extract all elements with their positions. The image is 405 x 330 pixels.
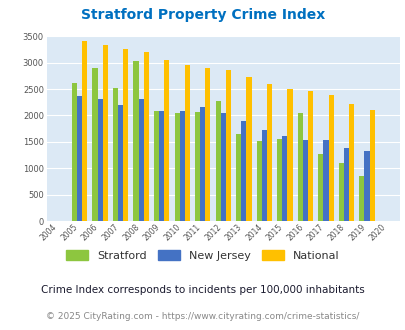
- Bar: [77, 96, 82, 221]
- Bar: [184, 65, 190, 221]
- Bar: [338, 163, 343, 221]
- Text: Stratford Property Crime Index: Stratford Property Crime Index: [81, 8, 324, 22]
- Bar: [215, 101, 220, 221]
- Legend: Stratford, New Jersey, National: Stratford, New Jersey, National: [63, 247, 342, 264]
- Bar: [348, 104, 353, 221]
- Bar: [328, 95, 333, 221]
- Bar: [174, 113, 179, 221]
- Bar: [194, 112, 200, 221]
- Bar: [246, 77, 251, 221]
- Bar: [225, 70, 230, 221]
- Bar: [153, 111, 159, 221]
- Bar: [297, 114, 302, 221]
- Bar: [369, 110, 374, 221]
- Bar: [323, 140, 328, 221]
- Bar: [364, 151, 369, 221]
- Bar: [220, 113, 225, 221]
- Bar: [97, 99, 102, 221]
- Bar: [159, 111, 164, 221]
- Bar: [123, 49, 128, 221]
- Bar: [281, 136, 287, 221]
- Bar: [241, 121, 246, 221]
- Bar: [277, 139, 281, 221]
- Bar: [266, 84, 271, 221]
- Bar: [92, 68, 97, 221]
- Bar: [138, 99, 143, 221]
- Bar: [287, 89, 292, 221]
- Bar: [118, 105, 123, 221]
- Bar: [102, 45, 107, 221]
- Bar: [236, 134, 241, 221]
- Bar: [205, 68, 210, 221]
- Bar: [307, 91, 312, 221]
- Bar: [164, 60, 169, 221]
- Text: Crime Index corresponds to incidents per 100,000 inhabitants: Crime Index corresponds to incidents per…: [41, 285, 364, 295]
- Bar: [82, 41, 87, 221]
- Bar: [143, 52, 149, 221]
- Bar: [72, 83, 77, 221]
- Text: © 2025 CityRating.com - https://www.cityrating.com/crime-statistics/: © 2025 CityRating.com - https://www.city…: [46, 312, 359, 321]
- Bar: [343, 148, 348, 221]
- Bar: [113, 87, 118, 221]
- Bar: [318, 153, 323, 221]
- Bar: [261, 130, 266, 221]
- Bar: [256, 141, 261, 221]
- Bar: [200, 107, 205, 221]
- Bar: [358, 176, 364, 221]
- Bar: [133, 61, 138, 221]
- Bar: [179, 111, 184, 221]
- Bar: [302, 140, 307, 221]
